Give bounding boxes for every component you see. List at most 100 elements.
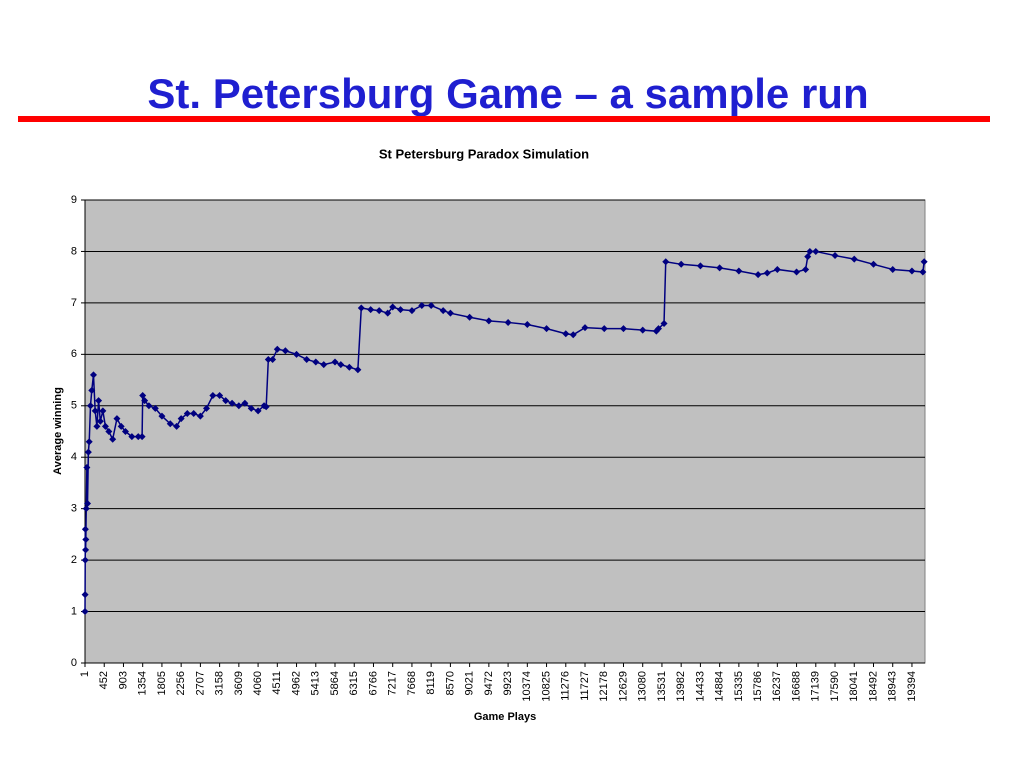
data-point [158, 412, 166, 420]
x-tick-label: 1805 [156, 671, 168, 695]
data-point [345, 363, 353, 371]
x-tick-label: 18943 [887, 671, 899, 702]
data-point [85, 438, 93, 446]
data-point [83, 464, 91, 472]
data-point [367, 306, 375, 314]
data-point [269, 355, 277, 363]
x-tick-label: 12629 [617, 671, 629, 702]
x-tick-label: 13531 [656, 671, 668, 702]
y-tick-label: 6 [71, 348, 77, 360]
x-tick-label: 16237 [771, 671, 783, 702]
data-point [82, 546, 90, 554]
y-tick-label: 3 [71, 503, 77, 515]
data-point [735, 267, 743, 275]
x-tick-label: 14884 [714, 671, 726, 702]
x-tick-label: 12178 [598, 671, 610, 702]
data-point [831, 252, 839, 260]
data-point [562, 330, 570, 338]
data-point [600, 325, 608, 333]
x-tick-label: 4511 [271, 671, 283, 695]
data-point [569, 331, 577, 339]
data-point [485, 317, 493, 325]
data-point [716, 264, 724, 272]
data-point [384, 309, 392, 317]
x-tick-label: 14433 [694, 671, 706, 702]
data-point [802, 265, 810, 273]
data-point [228, 399, 236, 407]
data-point [793, 268, 801, 276]
data-point [173, 422, 181, 430]
x-tick-label: 903 [117, 671, 129, 689]
data-point [763, 269, 771, 277]
data-point [151, 404, 159, 412]
data-point [166, 420, 174, 428]
data-point [397, 306, 405, 314]
data-point [660, 319, 668, 327]
data-point [804, 253, 812, 261]
x-tick-label: 19394 [906, 671, 918, 702]
data-point [466, 313, 474, 321]
data-point [273, 345, 281, 353]
plot-area [84, 199, 926, 664]
x-tick-label: 1 [79, 671, 91, 677]
chart-title: St Petersburg Paradox Simulation [379, 146, 589, 161]
x-tick-label: 1354 [137, 671, 149, 695]
data-point [84, 500, 92, 508]
x-tick-label: 2707 [194, 671, 206, 695]
data-point [754, 271, 762, 279]
y-tick-label: 9 [71, 194, 77, 206]
data-point [281, 347, 289, 355]
x-tick-label: 9923 [502, 671, 514, 695]
data-point [320, 361, 328, 369]
data-point [889, 265, 897, 273]
x-tick-label: 452 [98, 671, 110, 689]
data-point [418, 301, 426, 309]
data-point [337, 361, 345, 369]
data-point [88, 386, 96, 394]
data-point [117, 422, 125, 430]
data-point [99, 407, 107, 415]
data-point [81, 591, 89, 599]
y-tick-label: 1 [71, 605, 77, 617]
data-point [427, 301, 435, 309]
data-point [908, 267, 916, 275]
data-point [408, 307, 416, 315]
slide-title: St. Petersburg Game – a sample run [147, 70, 868, 117]
data-point [869, 260, 877, 268]
x-tick-label: 8119 [425, 671, 437, 695]
data-point [82, 505, 90, 513]
y-axis-label: Average winning [52, 387, 64, 475]
data-point [121, 428, 129, 435]
data-point [677, 260, 685, 268]
data-point [222, 397, 230, 405]
data-point [134, 433, 142, 441]
data-point [139, 391, 147, 399]
data-point [202, 404, 210, 412]
x-tick-label: 8570 [444, 671, 456, 695]
data-point [89, 371, 97, 379]
x-tick-label: 6315 [348, 671, 360, 695]
data-point [81, 556, 89, 564]
data-point [523, 320, 531, 328]
x-tick-label: 18492 [867, 671, 879, 702]
y-tick-label: 8 [71, 245, 77, 257]
data-point [619, 325, 627, 333]
data-point [254, 407, 262, 415]
x-tick-label: 9472 [483, 671, 495, 695]
data-point [128, 433, 136, 441]
x-tick-label: 10374 [521, 671, 533, 702]
data-point [773, 265, 781, 273]
data-point [91, 407, 99, 415]
x-tick-label: 17590 [829, 671, 841, 702]
data-point [850, 255, 858, 263]
data-point [95, 397, 103, 405]
x-tick-label: 10825 [540, 671, 552, 702]
x-tick-label: 9021 [464, 671, 476, 695]
x-tick-label: 18041 [848, 671, 860, 702]
data-point [96, 417, 104, 425]
data-point [87, 402, 95, 410]
data-point [354, 366, 362, 374]
data-point [504, 318, 512, 326]
data-point [919, 268, 927, 276]
data-point [357, 304, 365, 312]
